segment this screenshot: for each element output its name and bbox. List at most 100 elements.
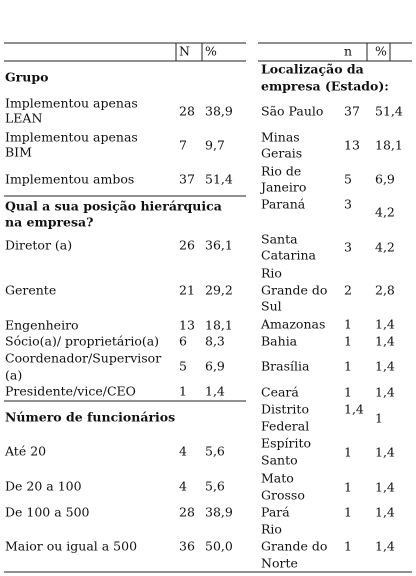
cell-pct: 4,2	[375, 240, 395, 255]
section-title: Localização da	[261, 62, 364, 77]
row-label: Pará	[261, 505, 290, 520]
row-label: Rio	[261, 266, 282, 281]
cell-n: 4	[179, 444, 187, 459]
cell-n: 1	[344, 385, 352, 400]
row-label: Gerente	[5, 283, 56, 298]
cell-n: 36	[179, 539, 195, 554]
cell-pct: 38,9	[205, 104, 233, 119]
cell-n: 1	[344, 359, 352, 374]
row-label: Bahia	[261, 334, 298, 349]
cell-pct: 1,4	[375, 505, 395, 520]
cell-pct: 1,4	[375, 359, 395, 374]
cell-n: 7	[179, 138, 187, 153]
row-label: Brasília	[261, 359, 310, 374]
row-label: Santa	[261, 232, 298, 247]
row-label: Até 20	[4, 444, 46, 459]
row-label: Coordenador/Supervisor	[5, 351, 161, 366]
cell-pct: 1,4	[375, 334, 395, 349]
cell-pct: 36,1	[205, 238, 233, 253]
cell-n: 1	[344, 334, 352, 349]
cell-n: 21	[179, 283, 195, 298]
cell-pct: 18,1	[375, 138, 403, 153]
cell-pct: 1,4	[375, 539, 395, 554]
row-label: Grande do	[261, 283, 327, 298]
cell-pct: 38,9	[205, 505, 233, 520]
cell-n: 28	[179, 104, 195, 119]
cell-pct: 6,9	[205, 359, 225, 374]
row-label: Presidente/vice/CEO	[5, 384, 136, 399]
cell-n: 28	[179, 505, 195, 520]
cell-n: 13	[344, 138, 360, 153]
section-title: empresa (Estado):	[261, 79, 389, 94]
cell-n: 1	[344, 539, 352, 554]
cell-pct: 50,0	[205, 539, 233, 554]
cell-pct: 51,4	[205, 172, 233, 187]
cell-pct: 1,4	[375, 317, 395, 332]
row-label: Janeiro	[259, 180, 306, 195]
row-label: Distrito	[261, 402, 309, 417]
cell-n: 13	[179, 318, 195, 333]
row-label: De 20 a 100	[5, 479, 82, 494]
row-label: BIM	[5, 145, 32, 160]
cell-n: 5	[344, 172, 352, 187]
row-label: Maior ou igual a 500	[5, 539, 137, 554]
row-label: Sócio(a)/ proprietário(a)	[5, 334, 159, 349]
cell-pct: 6,9	[375, 172, 395, 187]
row-label: Gerais	[261, 146, 302, 161]
cell-pct: 9,7	[205, 138, 225, 153]
cell-n: 6	[179, 334, 187, 349]
cell-pct: 4,2	[375, 205, 395, 220]
cell-n: 37	[344, 104, 360, 119]
cell-pct: 1,4	[375, 385, 395, 400]
cell-n: 4	[179, 479, 187, 494]
cell-n: 1	[344, 480, 352, 495]
cell-pct: 5,6	[205, 444, 225, 459]
cell-n: 3	[344, 197, 352, 212]
cell-pct: 1,4	[205, 384, 225, 399]
row-label: Implementou apenas	[5, 130, 138, 145]
cell-pct: 8,3	[205, 334, 225, 349]
row-label: Rio de	[261, 164, 301, 179]
row-label: Federal	[261, 419, 309, 434]
row-label: Santo	[261, 453, 298, 468]
cell-n: 1	[344, 505, 352, 520]
row-label: Grande do	[261, 539, 327, 554]
row-label: Norte	[261, 556, 298, 571]
cell-n: 1,4	[344, 402, 364, 417]
row-label: Minas	[261, 130, 300, 145]
row-label: Amazonas	[260, 317, 325, 332]
header-cell: N	[179, 44, 190, 59]
section-title: Número de funcionários	[5, 410, 175, 425]
row-label: Implementou ambos	[5, 172, 134, 187]
header-cell: %	[205, 44, 217, 59]
cell-n: 37	[179, 172, 195, 187]
row-label: (a)	[5, 368, 22, 383]
row-label: Implementou apenas	[5, 96, 138, 111]
cell-n: 5	[179, 359, 187, 374]
section-title: Qual a sua posição hierárquica	[5, 199, 222, 214]
cell-pct: 1,4	[375, 480, 395, 495]
row-label: Diretor (a)	[5, 238, 72, 253]
row-label: Rio	[261, 522, 282, 537]
row-label: São Paulo	[261, 104, 323, 119]
row-label: Mato	[261, 471, 294, 486]
header-cell: %	[375, 44, 387, 59]
cell-pct: 1,4	[375, 445, 395, 460]
row-label: LEAN	[5, 111, 42, 126]
section-title: Grupo	[5, 70, 48, 85]
cell-n: 2	[344, 283, 352, 298]
cell-pct: 5,6	[205, 479, 225, 494]
cell-n: 26	[179, 238, 195, 253]
cell-pct: 51,4	[375, 104, 403, 119]
cell-pct: 1	[375, 411, 383, 426]
cell-n: 1	[344, 445, 352, 460]
cell-pct: 29,2	[205, 283, 233, 298]
row-label: Grosso	[261, 488, 305, 503]
row-label: Ceará	[261, 385, 299, 400]
row-label: Espírito	[261, 436, 311, 451]
cell-pct: 2,8	[375, 283, 395, 298]
section-title: na empresa?	[5, 215, 93, 230]
cell-n: 3	[344, 240, 352, 255]
header-cell: n	[344, 44, 352, 59]
